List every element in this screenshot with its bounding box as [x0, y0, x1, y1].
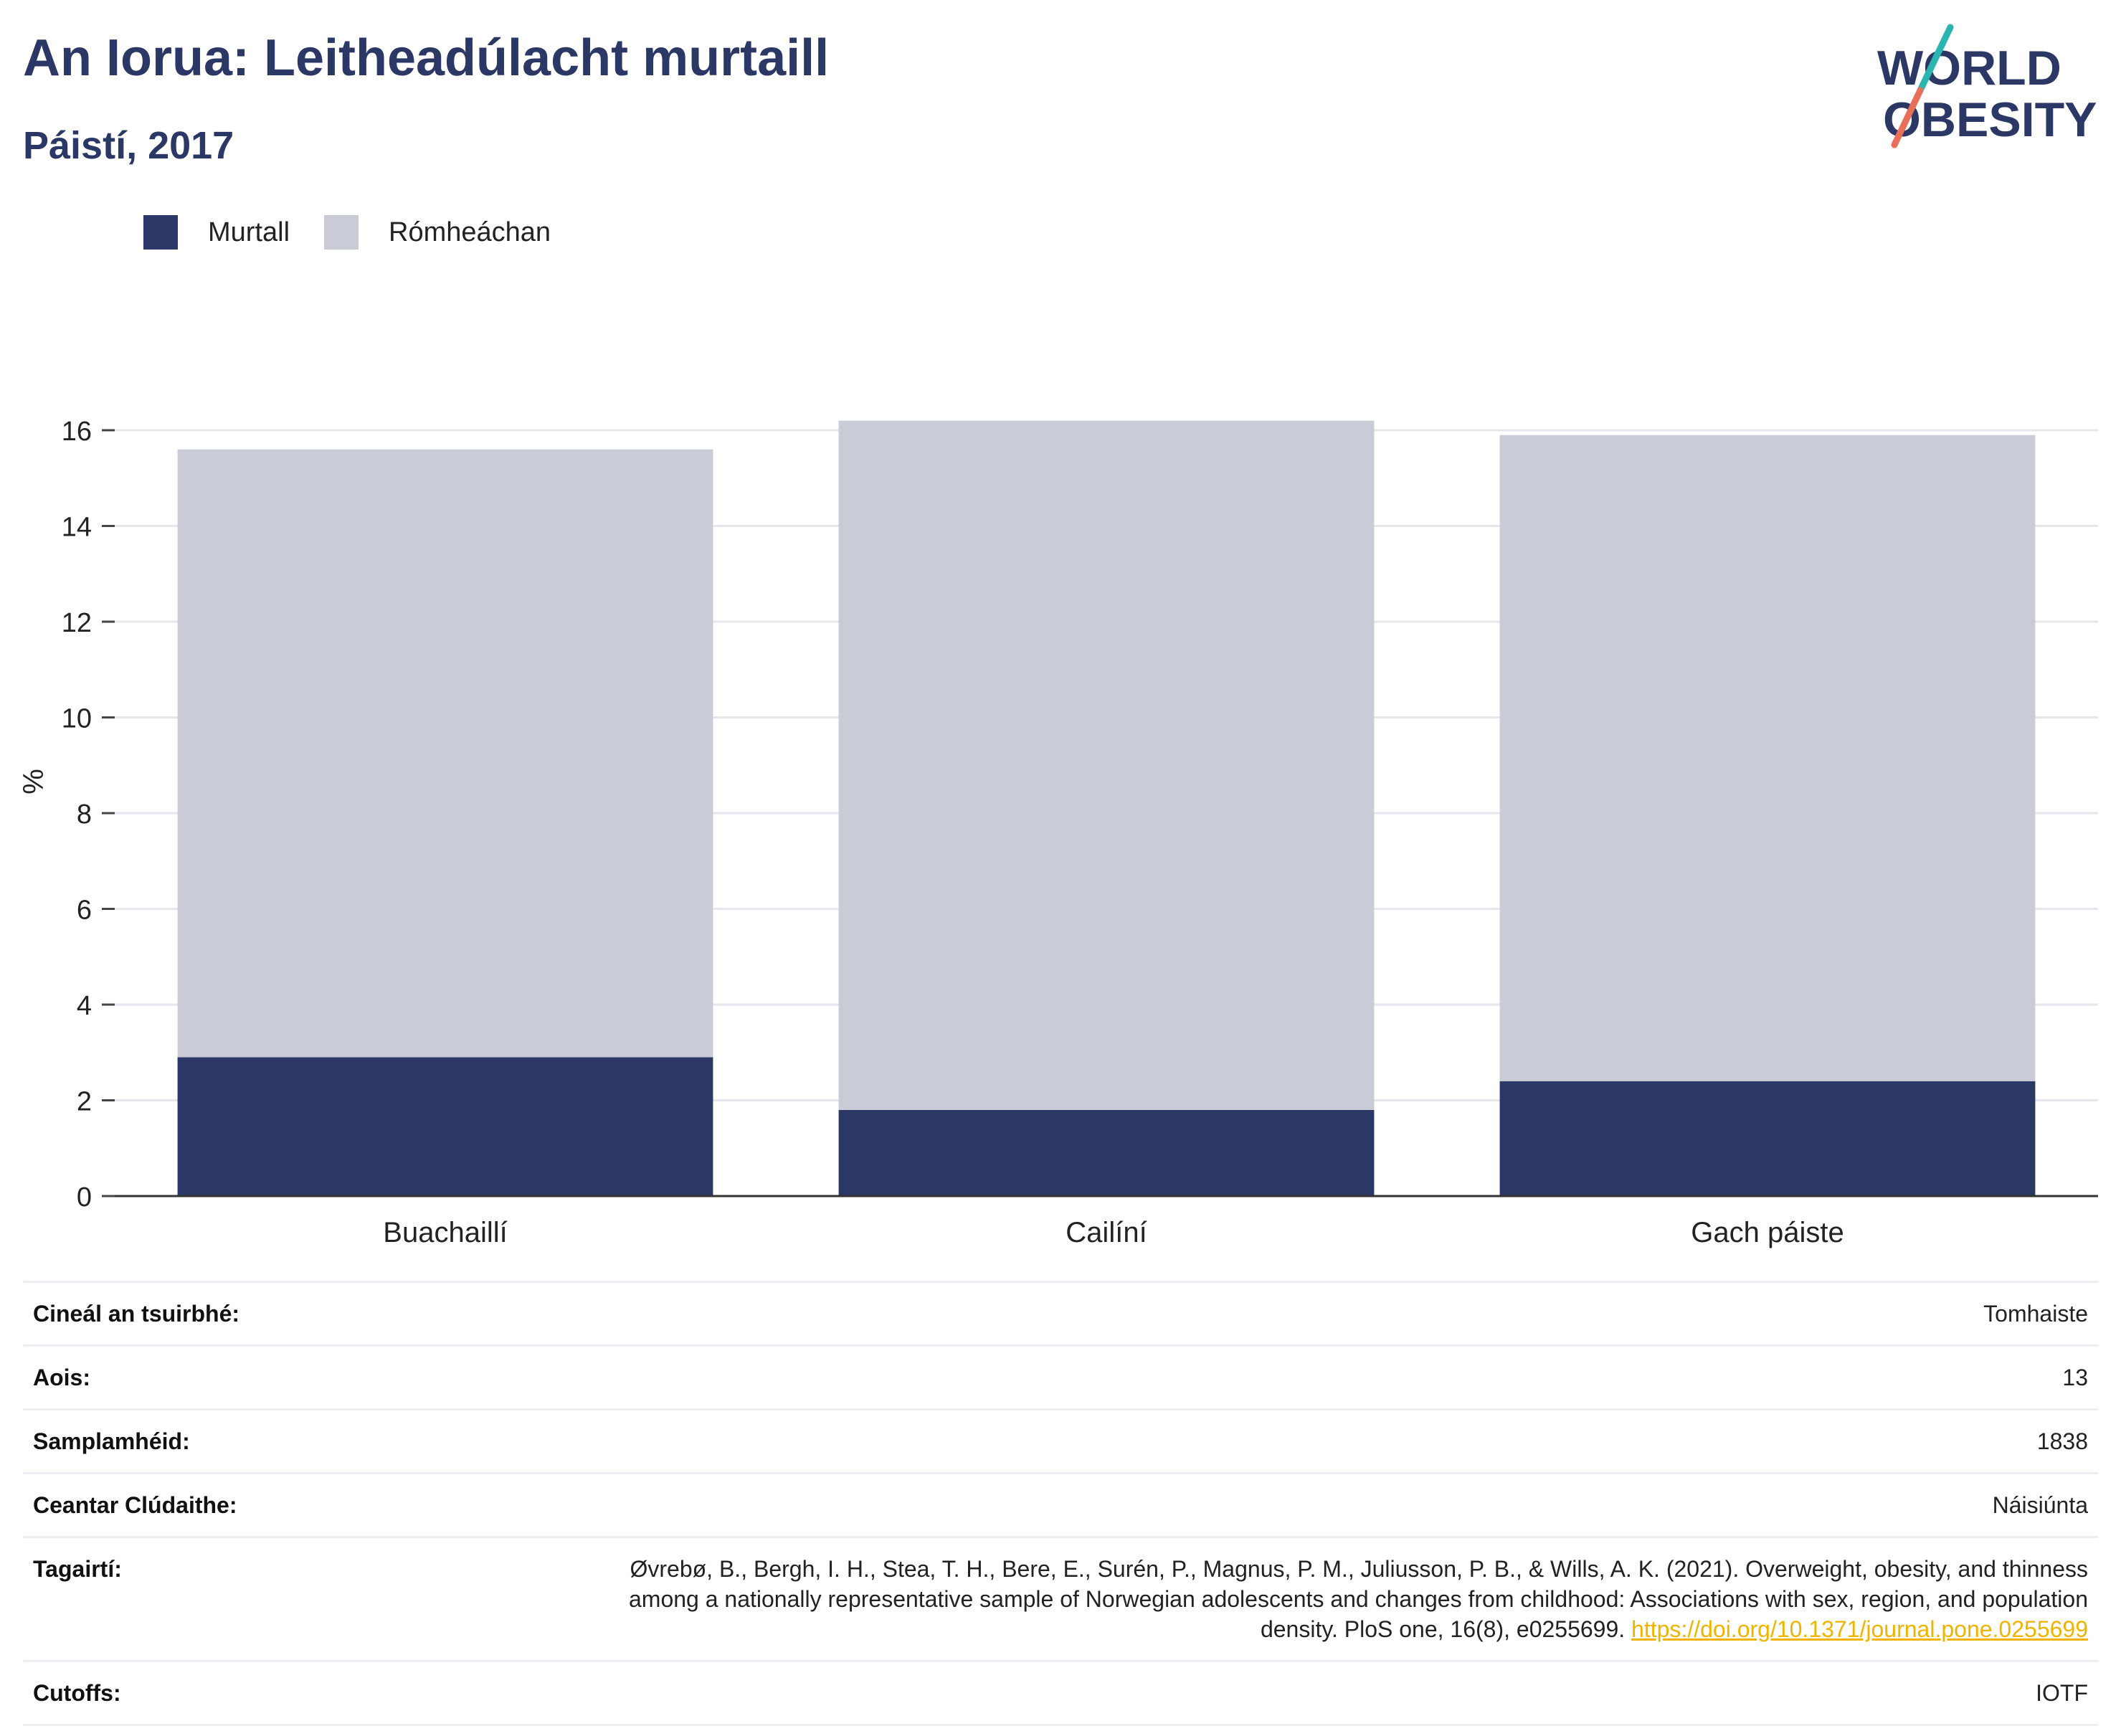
legend-swatch-overweight [324, 215, 359, 250]
x-tick-label: Gach páiste [1691, 1217, 1844, 1248]
row-value: 13 [2062, 1365, 2088, 1390]
y-axis-title: % [18, 769, 49, 795]
cutoffs-label: Cutoffs: [33, 1680, 121, 1706]
page-subtitle: Páistí, 2017 [23, 124, 234, 167]
reference-value: Øvrebø, B., Bergh, I. H., Stea, T. H., B… [618, 1554, 2088, 1644]
row-label: Samplamhéid: [33, 1428, 190, 1454]
table-row: Samplamhéid: 1838 [23, 1408, 2098, 1472]
row-label: Ceantar Clúdaithe: [33, 1492, 237, 1518]
table-row: Ceantar Clúdaithe: Náisiúnta [23, 1472, 2098, 1536]
row-label: Cineál an tsuirbhé: [33, 1301, 240, 1327]
table-row-cutoffs: Cutoffs: IOTF [23, 1660, 2098, 1726]
x-tick-labels: Buachaillí Cailíní Gach páiste [383, 1217, 1844, 1248]
table-row: Aois: 13 [23, 1344, 2098, 1408]
table-row: Cineál an tsuirbhé: Tomhaiste [23, 1281, 2098, 1344]
row-value: Náisiúnta [1992, 1492, 2088, 1518]
logo-word-world: WORLD [1877, 41, 2061, 95]
y-tick-label: 10 [62, 704, 92, 734]
cutoffs-value: IOTF [2036, 1680, 2088, 1706]
bar-overweight[interactable] [1499, 435, 2036, 1081]
y-tick-label: 6 [77, 896, 92, 926]
row-value: Tomhaiste [1983, 1301, 2088, 1327]
reference-text: Øvrebø, B., Bergh, I. H., Stea, T. H., B… [628, 1556, 2088, 1642]
page-title: An Iorua: Leitheadúlacht murtaill [23, 29, 830, 87]
bar-overweight[interactable] [838, 420, 1375, 1110]
legend-item-obese[interactable]: Murtall [143, 215, 290, 250]
x-tick-label: Cailíní [1066, 1217, 1147, 1248]
row-value: 1838 [2036, 1428, 2088, 1454]
logo-word-obesity: OBESITY [1883, 93, 2097, 147]
legend-swatch-obese [143, 215, 178, 250]
chart-legend: Murtall Rómheáchan [143, 212, 585, 252]
y-tick-label: 16 [62, 417, 92, 447]
table-row-reference: Tagairtí: Øvrebø, B., Bergh, I. H., Stea… [23, 1536, 2098, 1660]
bar-obese[interactable] [177, 1057, 713, 1196]
y-tick-label: 4 [77, 991, 92, 1021]
y-tick-label: 12 [62, 608, 92, 638]
world-obesity-logo: WORLD OBESITY [1877, 24, 2097, 148]
legend-item-overweight[interactable]: Rómheáchan [324, 215, 551, 250]
y-tick-label: 2 [77, 1087, 92, 1117]
reference-label: Tagairtí: [33, 1556, 122, 1582]
row-label: Aois: [33, 1365, 90, 1390]
bar-obese[interactable] [838, 1109, 1375, 1196]
y-tick-labels: 0 2 4 6 8 10 12 14 16 [62, 417, 115, 1213]
bar-overweight[interactable] [177, 449, 713, 1058]
logo-slash-top [1917, 24, 1954, 94]
logo-slash-bottom [1891, 87, 1924, 148]
legend-label-obese: Murtall [208, 217, 290, 247]
y-tick-label: 0 [77, 1182, 92, 1213]
bars [177, 420, 2036, 1196]
bar-chart: 0 2 4 6 8 10 12 14 16 Buachaillí Cailíní Gach páis… [18, 417, 2098, 1248]
reference-doi-link[interactable]: https://doi.org/10.1371/journal.pone.025… [1631, 1616, 2088, 1642]
x-tick-label: Buachaillí [383, 1217, 507, 1248]
y-tick-label: 14 [62, 513, 92, 543]
bar-obese[interactable] [1499, 1081, 2036, 1196]
legend-label-overweight: Rómheáchan [389, 217, 551, 247]
y-tick-label: 8 [77, 800, 92, 830]
survey-info-table: Cineál an tsuirbhé: Tomhaiste Aois: 13 S… [23, 1281, 2098, 1726]
